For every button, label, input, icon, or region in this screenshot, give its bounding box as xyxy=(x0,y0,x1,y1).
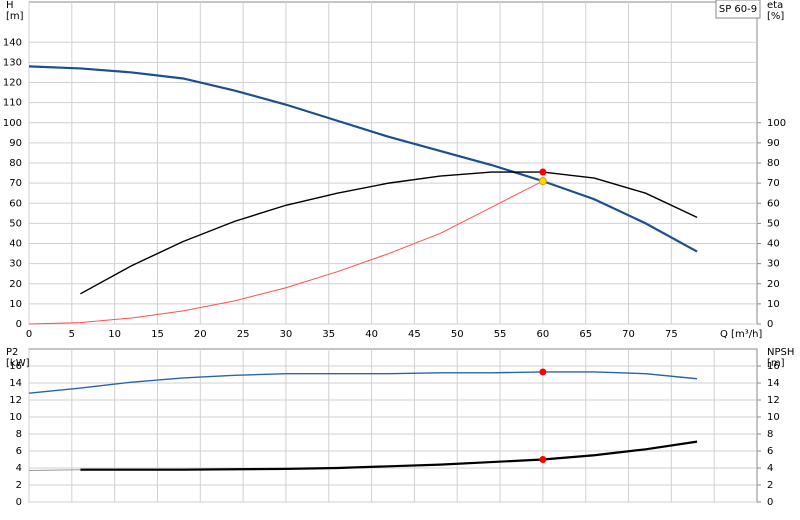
y2-tick-label: 80 xyxy=(767,158,780,169)
y-tick-label: 40 xyxy=(9,239,22,250)
y-tick-label: 50 xyxy=(9,218,22,229)
y-tick-label: 12 xyxy=(9,395,22,406)
series-line xyxy=(28,65,698,253)
y-tick-label: 120 xyxy=(3,78,22,89)
x-tick-label: 70 xyxy=(622,329,635,340)
y-tick-label: 110 xyxy=(3,98,22,109)
y-tick-label: 70 xyxy=(9,178,22,189)
y2-tick-label: 10 xyxy=(767,412,780,423)
series-line xyxy=(28,371,698,394)
x-tick-label: 55 xyxy=(494,329,507,340)
y2-tick-label: 70 xyxy=(767,178,780,189)
y2-tick-label: 0 xyxy=(767,497,773,508)
y-tick-label: 30 xyxy=(9,259,22,270)
y-tick-label: 60 xyxy=(9,198,22,209)
x-tick-label: 75 xyxy=(665,329,678,340)
y-tick-label: 100 xyxy=(3,118,22,129)
y2-tick-label: 20 xyxy=(767,279,780,290)
marker xyxy=(539,168,547,176)
y2-axis-label: NPSH xyxy=(767,347,794,358)
y-tick-label: 0 xyxy=(16,319,22,330)
x-tick-label: 15 xyxy=(151,329,164,340)
y2-tick-label: 6 xyxy=(767,446,773,457)
y-tick-label: 6 xyxy=(16,446,22,457)
y-axis-label: [m] xyxy=(6,11,24,22)
series-line xyxy=(28,469,81,472)
y2-axis-label: eta xyxy=(767,0,783,11)
x-tick-label: 10 xyxy=(108,329,121,340)
y-tick-label: 2 xyxy=(16,480,22,491)
y2-tick-label: 40 xyxy=(767,239,780,250)
y-tick-label: 14 xyxy=(9,378,22,389)
x-tick-label: 35 xyxy=(322,329,335,340)
y2-tick-label: 10 xyxy=(767,299,780,310)
y2-tick-label: 0 xyxy=(767,319,773,330)
y2-tick-label: 2 xyxy=(767,480,773,491)
y2-axis-label: [m] xyxy=(767,358,785,369)
series-line xyxy=(80,440,698,471)
x-tick-label: 25 xyxy=(237,329,250,340)
x-tick-label: 40 xyxy=(365,329,378,340)
y2-tick-label: 100 xyxy=(767,118,786,129)
marker xyxy=(539,368,547,376)
x-tick-label: 45 xyxy=(408,329,421,340)
y-tick-label: 130 xyxy=(3,57,22,68)
x-axis-label: Q [m³/h] xyxy=(720,329,762,340)
y2-tick-label: 90 xyxy=(767,138,780,149)
plot-area xyxy=(28,348,758,503)
y2-axis-label: [%] xyxy=(767,11,784,22)
y2-tick-label: 12 xyxy=(767,395,780,406)
y-axis-label: [kW] xyxy=(6,358,30,369)
y-tick-label: 4 xyxy=(16,463,22,474)
y2-tick-label: 30 xyxy=(767,259,780,270)
y2-tick-label: 14 xyxy=(767,378,780,389)
x-tick-label: 20 xyxy=(194,329,207,340)
series-line xyxy=(28,180,544,325)
marker xyxy=(538,177,547,186)
x-tick-label: 60 xyxy=(537,329,550,340)
marker xyxy=(539,456,547,463)
series-line xyxy=(80,171,698,295)
y-tick-label: 10 xyxy=(9,299,22,310)
x-tick-label: 65 xyxy=(579,329,592,340)
y2-tick-label: 60 xyxy=(767,198,780,209)
y2-tick-label: 4 xyxy=(767,463,773,474)
x-tick-label: 30 xyxy=(280,329,293,340)
y2-tick-label: 16 xyxy=(767,361,780,372)
y-axis-label: P2 xyxy=(6,347,18,358)
y-tick-label: 10 xyxy=(9,412,22,423)
y-tick-label: 140 xyxy=(3,37,22,48)
x-tick-label: 5 xyxy=(69,329,75,340)
x-tick-label: 50 xyxy=(451,329,464,340)
y-tick-label: 8 xyxy=(16,429,22,440)
y-tick-label: 20 xyxy=(9,279,22,290)
x-tick-label: 0 xyxy=(26,329,32,340)
y2-tick-label: 8 xyxy=(767,429,773,440)
y-axis-label: H xyxy=(6,0,14,11)
y-tick-label: 16 xyxy=(9,361,22,372)
y-tick-label: 80 xyxy=(9,158,22,169)
y-tick-label: 0 xyxy=(16,497,22,508)
y2-tick-label: 50 xyxy=(767,218,780,229)
y-tick-label: 90 xyxy=(9,138,22,149)
chart-title: SP 60-9 xyxy=(719,4,757,15)
title-box xyxy=(715,0,761,19)
